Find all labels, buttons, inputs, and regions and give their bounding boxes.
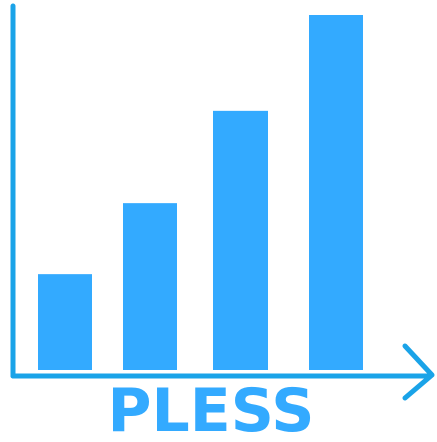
logo-wordmark: PLESS <box>108 376 315 442</box>
logo-bar-3 <box>213 110 268 370</box>
logo-bar-1 <box>38 274 92 370</box>
logo-bar-4 <box>309 15 363 370</box>
logo-bars <box>38 15 363 370</box>
logo-bar-2 <box>123 203 177 370</box>
arrow-head-icon <box>402 343 435 401</box>
